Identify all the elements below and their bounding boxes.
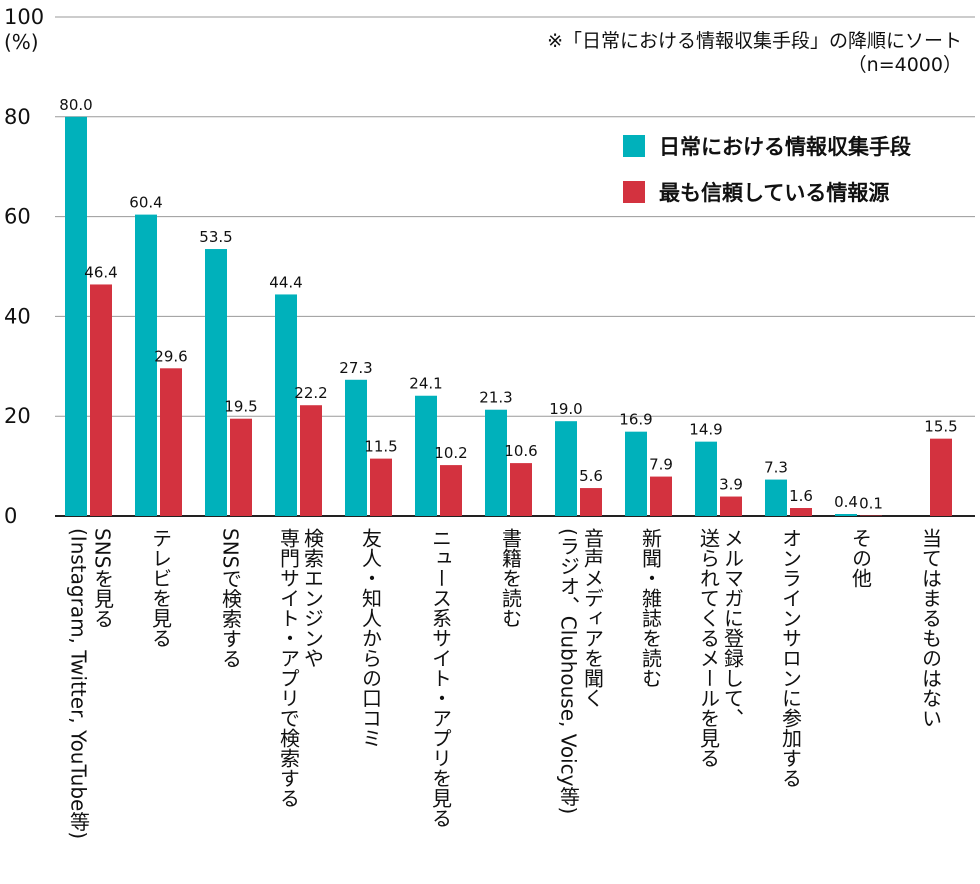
data-label-series-2: 46.4 (84, 263, 117, 281)
legend-swatch-series-2 (623, 181, 645, 203)
y-tick-label: 0 (4, 504, 17, 528)
category-label: その他 (848, 528, 873, 588)
legend: 日常における情報収集手段 最も信頼している情報源 (623, 134, 911, 226)
y-tick-label: 100 (4, 5, 44, 29)
bar-series-2 (580, 488, 602, 516)
y-tick-label: 20 (4, 404, 31, 428)
bar-series-1 (485, 409, 507, 516)
legend-label-series-2: 最も信頼している情報源 (659, 181, 890, 205)
category-label: 音声メディアを聞く (ラジオ、Clubhouse, Voicy等) (556, 528, 605, 815)
data-label-series-1: 16.9 (619, 411, 652, 429)
bar-series-2 (930, 438, 952, 516)
data-label-series-1: 53.5 (199, 228, 232, 246)
bar-series-2 (370, 458, 392, 516)
category-label: 新聞・雑誌を読む (638, 528, 663, 688)
data-label-series-2: 5.6 (579, 467, 603, 485)
data-label-series-1: 80.0 (59, 96, 92, 114)
legend-label-series-1: 日常における情報収集手段 (659, 135, 911, 159)
category-label: 当てはまるものはない (918, 528, 943, 728)
category-label: SNSを見る (Instagram, Twitter, YouTube等) (66, 528, 115, 840)
data-label-series-1: 0.4 (834, 493, 858, 511)
category-label: オンラインサロンに参加する (778, 528, 803, 788)
bar-series-2 (160, 368, 182, 516)
data-label-series-2: 19.5 (224, 398, 257, 416)
category-label: メルマガに登録して、 送られてくるメールを見る (696, 528, 745, 768)
data-label-series-2: 10.2 (434, 444, 467, 462)
bar-series-2 (790, 508, 812, 516)
bar-series-2 (300, 405, 322, 516)
bar-series-1 (765, 479, 787, 516)
data-label-series-2: 7.9 (649, 456, 673, 474)
data-label-series-1: 27.3 (339, 359, 372, 377)
bar-series-1 (135, 214, 157, 516)
category-label: ニュース系サイト・アプリを見る (428, 528, 453, 828)
data-label-series-1: 24.1 (409, 375, 442, 393)
bar-series-2 (510, 463, 532, 516)
category-label: 友人・知人からの口コミ (358, 528, 383, 748)
data-label-series-2: 22.2 (294, 384, 327, 402)
data-label-series-2: 10.6 (504, 442, 537, 460)
y-tick-label: 80 (4, 105, 31, 129)
legend-item-series-1: 日常における情報収集手段 (623, 134, 911, 159)
data-label-series-2: 29.6 (154, 347, 187, 365)
bar-series-1 (275, 294, 297, 516)
data-label-series-1: 44.4 (269, 273, 302, 291)
bar-series-2 (440, 465, 462, 516)
data-label-series-2: 1.6 (789, 487, 813, 505)
data-label-series-1: 14.9 (689, 421, 722, 439)
data-label-series-2: 3.9 (719, 476, 743, 494)
bar-series-1 (625, 431, 647, 516)
bar-series-2 (90, 284, 112, 516)
bar-series-1 (555, 421, 577, 516)
data-label-series-2: 0.1 (859, 495, 883, 513)
category-label: 検索エンジンや 専門サイト・アプリで検索する (276, 528, 325, 808)
y-axis-unit: (%) (4, 30, 39, 54)
bar-series-1 (205, 249, 227, 516)
data-label-series-1: 21.3 (479, 389, 512, 407)
data-label-series-2: 11.5 (364, 438, 397, 456)
legend-item-series-2: 最も信頼している情報源 (623, 180, 911, 205)
category-label: SNSで検索する (218, 528, 243, 669)
sort-note: ※「日常における情報収集手段」の降順にソート (547, 30, 962, 52)
bar-series-2 (720, 496, 742, 516)
bar-series-1 (345, 379, 367, 516)
data-label-series-2: 15.5 (924, 418, 957, 436)
data-label-series-1: 60.4 (129, 194, 162, 212)
data-label-series-1: 7.3 (764, 459, 788, 477)
legend-swatch-series-1 (623, 135, 645, 157)
category-label: テレビを見る (148, 528, 173, 648)
category-label: 書籍を読む (498, 528, 523, 628)
bar-series-1 (695, 441, 717, 516)
y-tick-label: 60 (4, 205, 31, 229)
bar-series-1 (835, 514, 857, 516)
sample-size-note: （n=4000） (847, 54, 962, 76)
bar-series-1 (65, 116, 87, 517)
y-tick-label: 40 (4, 304, 31, 328)
bar-series-2 (230, 418, 252, 516)
bar-series-2 (650, 476, 672, 516)
data-label-series-1: 19.0 (549, 400, 582, 418)
bar-series-1 (415, 395, 437, 516)
